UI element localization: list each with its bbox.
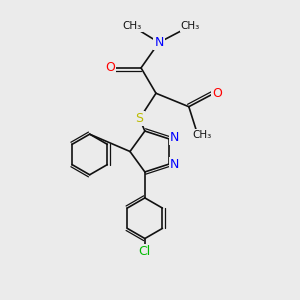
Text: Cl: Cl xyxy=(139,245,151,259)
Text: N: N xyxy=(154,36,164,49)
Text: O: O xyxy=(212,87,222,100)
Text: S: S xyxy=(136,112,143,125)
Text: N: N xyxy=(170,131,179,144)
Text: CH₃: CH₃ xyxy=(193,130,212,140)
Text: CH₃: CH₃ xyxy=(181,21,200,31)
Text: CH₃: CH₃ xyxy=(122,21,142,31)
Text: N: N xyxy=(170,158,179,171)
Text: O: O xyxy=(105,61,115,74)
